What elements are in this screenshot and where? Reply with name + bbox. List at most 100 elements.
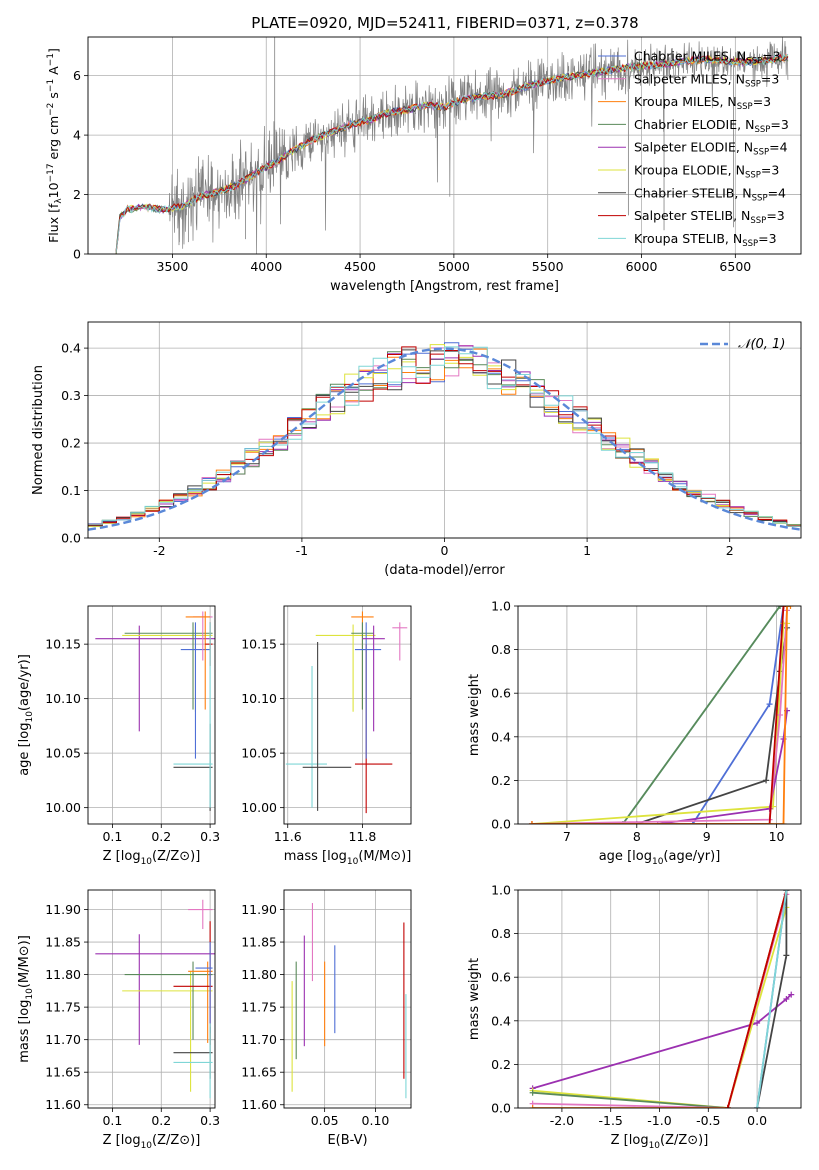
y-tick-label: 0.2: [491, 773, 511, 788]
legend-label: Kroupa ELODIE, NSSP=3: [634, 163, 779, 181]
weight-point-salpeter_stelib: [724, 1105, 731, 1108]
weight-point-chabrier_miles: [766, 701, 773, 708]
x-tick-label: 5500: [532, 259, 564, 274]
weight-point-salpeter_elodie: [754, 1019, 761, 1026]
axes-frame: [517, 889, 802, 1109]
x-tick-label: 0.3: [200, 1113, 220, 1128]
x-tick-label: -1.5: [599, 1113, 623, 1128]
axes-frame: [87, 889, 216, 1109]
y-axis-label: mass weight: [467, 958, 482, 1040]
gaussian-curve: [88, 347, 801, 531]
y-tick-label: 0.2: [61, 436, 81, 451]
weight-point-salpeter_stelib: [766, 821, 773, 824]
y-tick-label: 11.60: [45, 1097, 81, 1112]
model-kroupa_stelib: [115, 53, 789, 253]
x-tick-label: -2: [153, 543, 165, 558]
grid: [284, 606, 411, 824]
x-tick-label: -2.0: [550, 1113, 574, 1128]
weight-point-chabrier_elodie: [777, 606, 784, 609]
weight-point-salpeter_stelib: [780, 606, 787, 609]
legend-label: Salpeter STELIB, NSSP=3: [634, 208, 785, 226]
plot-area: [291, 903, 407, 1099]
x-axis-label: age [log10(age/yr)]: [599, 849, 721, 867]
y-tick-label: 0.4: [61, 341, 81, 356]
y-tick-label: 11.70: [241, 1032, 277, 1047]
y-tick-label: 0: [73, 247, 81, 262]
y-tick-label: 11.65: [241, 1065, 277, 1080]
plot-area: [95, 899, 215, 1099]
y-tick-label: 10.00: [241, 800, 277, 815]
legend-label: 𝒩(0, 1): [738, 337, 785, 352]
x-tick-label: 4000: [250, 259, 282, 274]
x-axis-label: Z [log10(Z/Z⊙)]: [103, 849, 201, 867]
legend-label: Kroupa MILES, NSSP=3: [634, 94, 771, 112]
legend-label: Kroupa STELIB, NSSP=3: [634, 231, 777, 249]
panels: 3500 4000 4500 5000 5500 6000 6500 0 2 4 6 waveleng…: [17, 36, 802, 1151]
x-tick-label: 2: [726, 543, 734, 558]
weight-point-kroupa_miles: [787, 606, 794, 609]
y-tick-label: 11.80: [45, 967, 81, 982]
x-tick-label: 11.6: [274, 829, 302, 844]
plot-area: [88, 342, 801, 531]
histogram-kroupa_stelib: [88, 346, 801, 527]
y-tick-label: 0.0: [61, 531, 81, 546]
x-tick-label: 0.2: [151, 829, 171, 844]
y-axis-label: age [log10(age/yr)]: [17, 654, 35, 776]
y-tick-label: 6: [73, 68, 81, 83]
weight-line-kroupa_elodie: [531, 622, 787, 824]
plot-area: [529, 890, 795, 1108]
legend-label: Salpeter ELODIE, NSSP=4: [634, 140, 788, 158]
plot-area: [528, 606, 794, 824]
y-tick-label: 11.85: [45, 935, 81, 950]
legend: Chabrier MILES, NSSP=3 Salpeter MILES, NS…: [598, 49, 789, 249]
y-tick-label: 0.6: [491, 970, 511, 985]
y-tick-label: 11.70: [45, 1032, 81, 1047]
axes-frame: [517, 605, 802, 825]
weight-line-salpeter_stelib: [726, 890, 788, 1108]
x-tick-label: 0.1: [102, 829, 122, 844]
y-tick-label: 0.3: [61, 388, 81, 403]
grid: [518, 605, 801, 825]
axes-frame: [283, 889, 412, 1109]
y-axis-label: mass [log10(M/M⊙)]: [17, 935, 35, 1063]
legend-label: Chabrier ELODIE, NSSP=3: [634, 117, 789, 135]
panel-age_vs_Z: 0.1 0.2 0.3 10.00 10.05 10.10 10.15 Z [log10(Z/…: [17, 605, 220, 867]
y-tick-label: 11.90: [45, 902, 81, 917]
x-tick-label: 5000: [438, 259, 470, 274]
y-tick-label: 10.15: [45, 637, 81, 652]
axes-frame: [87, 36, 802, 255]
x-tick-label: 0.0: [747, 1113, 767, 1128]
weight-line-chabrier_miles: [691, 606, 787, 824]
grid: [284, 890, 411, 1108]
y-tick-label: 11.85: [241, 935, 277, 950]
data-spectrum: [116, 37, 789, 254]
weight-line-chabrier_elodie: [622, 606, 784, 824]
y-tick-label: 0.4: [491, 729, 511, 744]
x-tick-label: 6500: [719, 259, 751, 274]
weight-line-salpeter_elodie: [532, 993, 792, 1090]
x-tick-label: 0.1: [102, 1113, 122, 1128]
weight-line-kroupa_elodie: [532, 907, 788, 1108]
x-tick-label: -1.0: [647, 1113, 671, 1128]
weight-point-chabrier_elodie: [529, 1089, 536, 1096]
y-tick-label: 11.90: [241, 902, 277, 917]
y-axis-label: Flux [fλ10−17 erg cm−2 s−1 A−1]: [46, 48, 64, 243]
weight-point-kroupa_miles: [528, 821, 535, 824]
weight-point-salpeter_miles: [777, 712, 784, 718]
y-tick-label: 10.05: [241, 746, 277, 761]
y-axis-label: Normed distribution: [31, 365, 46, 495]
x-tick-label: 8: [633, 829, 641, 844]
panel-spectrum: 3500 4000 4500 5000 5500 6000 6500 0 2 4 6 waveleng…: [46, 36, 802, 294]
panel-mass_vs_Z: 0.1 0.2 0.3 11.60 11.65 11.70 11.75 11.80 11.85 1…: [17, 889, 220, 1151]
y-tick-label: 10.15: [241, 637, 277, 652]
weight-line-kroupa_stelib: [756, 890, 788, 1108]
weight-point-salpeter_elodie: [788, 991, 795, 998]
x-tick-label: 11.8: [349, 829, 377, 844]
legend-label: Chabrier STELIB, NSSP=4: [634, 185, 786, 203]
weight-point-chabrier_miles: [689, 821, 696, 824]
x-axis-label: (data-model)/error: [384, 563, 505, 578]
plot-area: [285, 611, 408, 814]
axes-frame: [87, 605, 216, 825]
y-tick-label: 11.60: [241, 1097, 277, 1112]
